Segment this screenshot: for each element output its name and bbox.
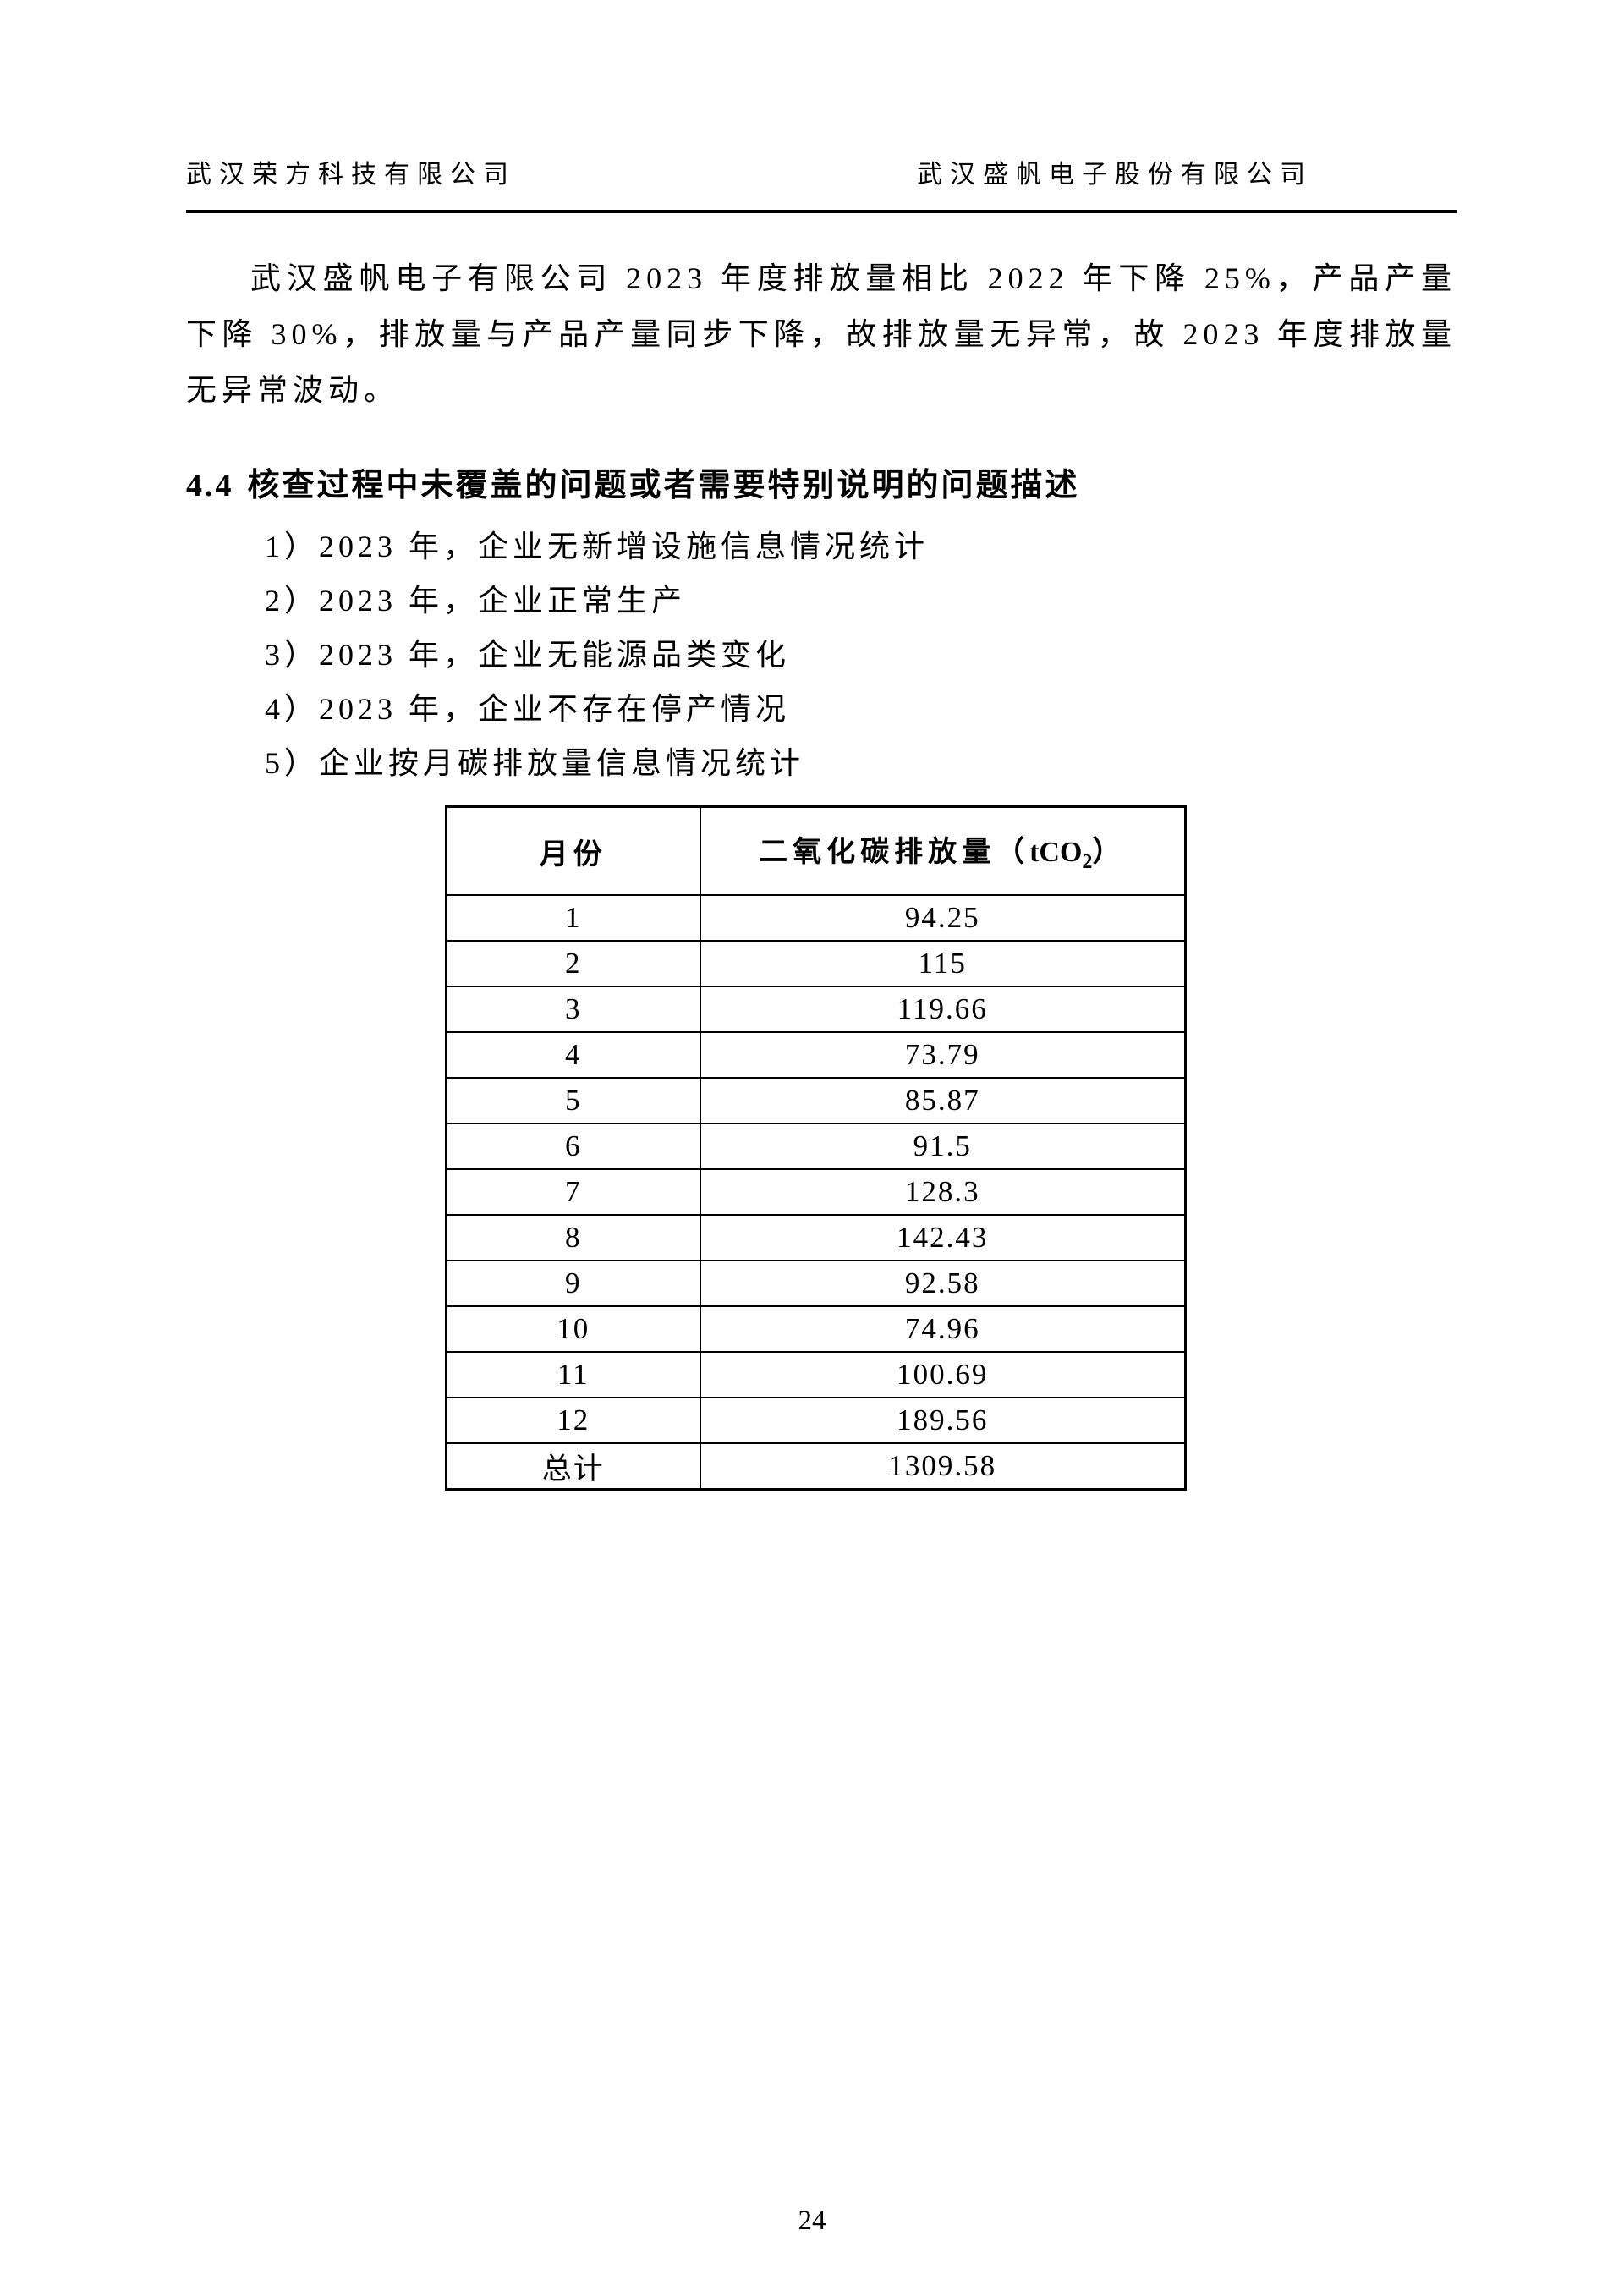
value-cell: 85.87 bbox=[699, 1077, 1187, 1124]
table-row: 8 142.43 bbox=[445, 1214, 1187, 1261]
table-row: 12 189.56 bbox=[445, 1397, 1187, 1444]
header-company-left: 武汉荣方科技有限公司 bbox=[186, 161, 516, 189]
table-row: 10 74.96 bbox=[445, 1305, 1187, 1353]
month-cell: 12 bbox=[445, 1397, 701, 1444]
table-row: 4 73.79 bbox=[445, 1031, 1187, 1079]
list-item: 5）企业按月碳排放量信息情况统计 bbox=[265, 746, 805, 780]
table-row: 9 92.58 bbox=[445, 1260, 1187, 1307]
table-row: 7 128.3 bbox=[445, 1168, 1187, 1216]
emission-header-unit: tCO bbox=[1029, 837, 1083, 869]
value-cell: 142.43 bbox=[699, 1214, 1187, 1261]
month-cell: 2 bbox=[445, 940, 701, 987]
value-cell: 119.66 bbox=[699, 986, 1187, 1033]
emission-comparison-paragraph: 武汉盛帆电子有限公司 2023 年度排放量相比 2022 年下降 25%，产品产… bbox=[186, 261, 1457, 407]
value-cell: 189.56 bbox=[699, 1397, 1187, 1444]
value-cell: 92.58 bbox=[699, 1260, 1187, 1307]
total-value-cell: 1309.58 bbox=[699, 1442, 1187, 1491]
month-cell: 6 bbox=[445, 1123, 701, 1170]
column-header-emission: 二氧化碳排放量（tCO2） bbox=[699, 805, 1187, 896]
value-cell: 73.79 bbox=[699, 1031, 1187, 1079]
running-header: 武汉荣方科技有限公司 武汉盛帆电子股份有限公司 bbox=[186, 159, 1457, 213]
table-row: 1 94.25 bbox=[445, 894, 1187, 942]
table-header-row: 月份 二氧化碳排放量（tCO2） bbox=[445, 805, 1187, 896]
month-cell: 1 bbox=[445, 894, 701, 942]
table-row: 2 115 bbox=[445, 940, 1187, 987]
value-cell: 128.3 bbox=[699, 1168, 1187, 1216]
emission-header-subscript: 2 bbox=[1082, 850, 1093, 873]
list-item: 4）2023 年，企业不存在停产情况 bbox=[265, 692, 791, 726]
list-item: 2）2023 年，企业正常生产 bbox=[265, 584, 687, 618]
page-content: 武汉荣方科技有限公司 武汉盛帆电子股份有限公司 武汉盛帆电子有限公司 2023 … bbox=[0, 159, 1624, 1491]
page-number: 24 bbox=[798, 2205, 826, 2236]
monthly-emissions-table: 月份 二氧化碳排放量（tCO2） 1 94.25 2 115 3 bbox=[445, 805, 1187, 1491]
header-company-right: 武汉盛帆电子股份有限公司 bbox=[917, 161, 1313, 189]
value-cell: 100.69 bbox=[699, 1351, 1187, 1398]
list-item: 3）2023 年，企业无能源品类变化 bbox=[265, 638, 791, 672]
month-cell: 7 bbox=[445, 1168, 701, 1216]
emission-header-text: 二氧化碳排放量（ bbox=[759, 837, 1030, 869]
table-total-row: 总计 1309.58 bbox=[445, 1442, 1187, 1491]
section-heading-4-4: 4.4 核查过程中未覆盖的问题或者需要特别说明的问题描述 bbox=[186, 464, 1457, 508]
section-number: 4.4 bbox=[186, 468, 234, 503]
value-cell: 74.96 bbox=[699, 1305, 1187, 1353]
section-title: 核查过程中未覆盖的问题或者需要特别说明的问题描述 bbox=[247, 468, 1080, 503]
monthly-emissions-table-wrap: 月份 二氧化碳排放量（tCO2） 1 94.25 2 115 3 bbox=[445, 805, 1457, 1491]
month-cell: 9 bbox=[445, 1260, 701, 1307]
table-row: 11 100.69 bbox=[445, 1351, 1187, 1398]
table-row: 3 119.66 bbox=[445, 986, 1187, 1033]
total-label-cell: 总计 bbox=[445, 1442, 701, 1491]
emission-header-close-paren: ） bbox=[1092, 837, 1127, 869]
table-row: 5 85.87 bbox=[445, 1077, 1187, 1124]
month-cell: 4 bbox=[445, 1031, 701, 1079]
value-cell: 115 bbox=[699, 940, 1187, 987]
list-item: 1）2023 年，企业无新增设施信息情况统计 bbox=[265, 530, 930, 563]
value-cell: 94.25 bbox=[699, 894, 1187, 942]
value-cell: 91.5 bbox=[699, 1123, 1187, 1170]
table-row: 6 91.5 bbox=[445, 1123, 1187, 1170]
month-cell: 8 bbox=[445, 1214, 701, 1261]
special-notes-list: 1）2023 年，企业无新增设施信息情况统计 2）2023 年，企业正常生产 3… bbox=[186, 519, 1457, 790]
month-cell: 10 bbox=[445, 1305, 701, 1353]
month-cell: 3 bbox=[445, 986, 701, 1033]
column-header-month: 月份 bbox=[445, 805, 701, 896]
month-cell: 5 bbox=[445, 1077, 701, 1124]
month-cell: 11 bbox=[445, 1351, 701, 1398]
